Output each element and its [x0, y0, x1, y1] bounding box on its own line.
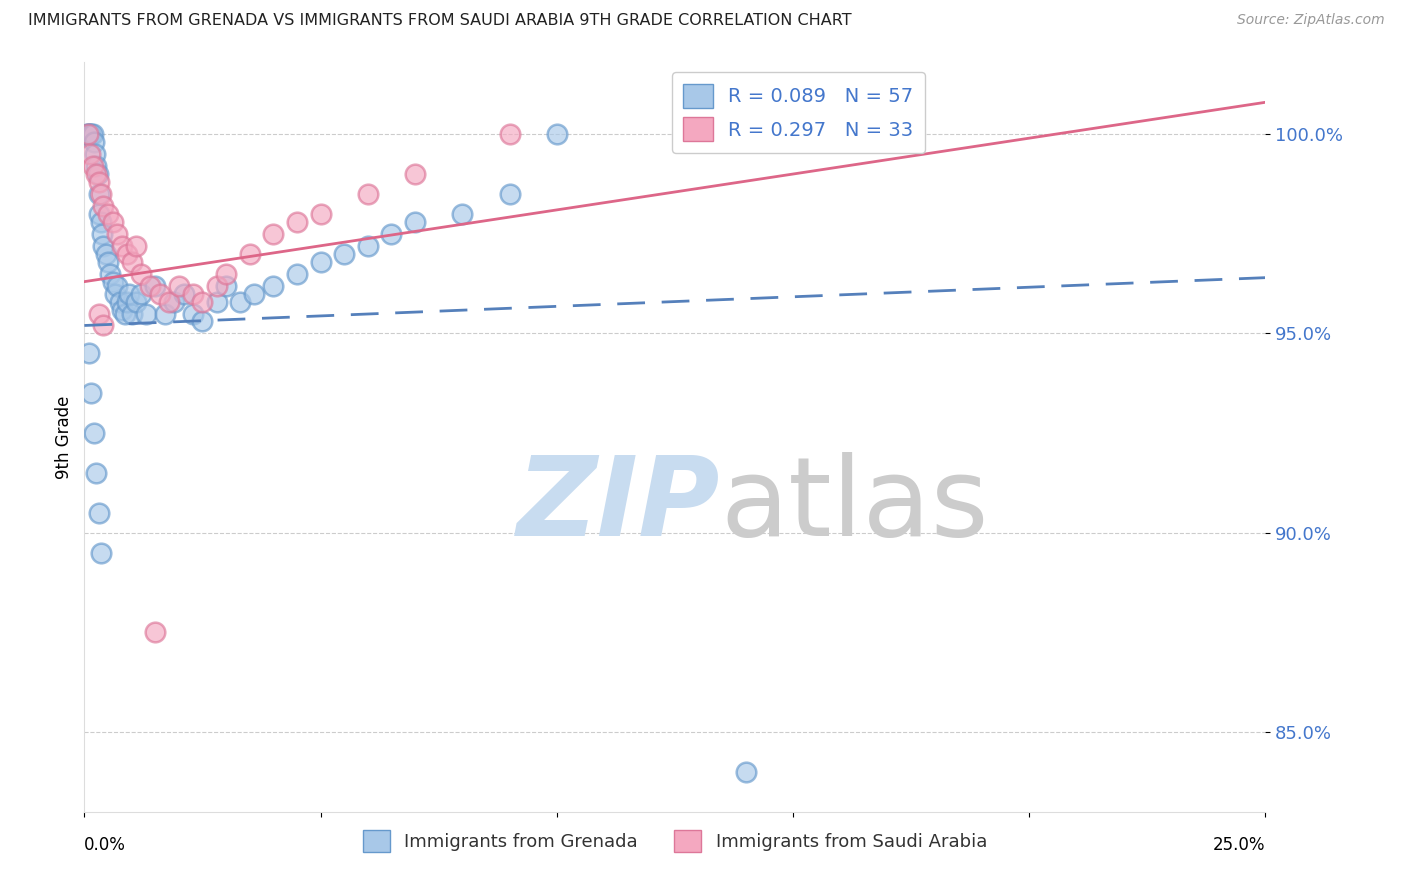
Point — [498, 127, 520, 141]
Point — [191, 314, 214, 328]
Point — [87, 306, 110, 320]
Point — [125, 294, 148, 309]
Point — [79, 127, 101, 141]
Point — [90, 546, 112, 560]
Point — [309, 254, 332, 268]
Point — [121, 306, 143, 320]
Point — [91, 227, 114, 241]
Point — [91, 239, 114, 253]
Point — [143, 625, 166, 640]
Point — [239, 246, 262, 260]
Point — [115, 294, 138, 309]
Point — [380, 227, 402, 241]
Point — [262, 227, 284, 241]
Point — [77, 346, 100, 360]
Text: IMMIGRANTS FROM GRENADA VS IMMIGRANTS FROM SAUDI ARABIA 9TH GRADE CORRELATION CH: IMMIGRANTS FROM GRENADA VS IMMIGRANTS FR… — [28, 13, 852, 29]
Point — [101, 275, 124, 289]
Point — [77, 127, 100, 141]
Point — [98, 267, 121, 281]
Point — [90, 186, 112, 201]
Point — [121, 254, 143, 268]
Text: 0.0%: 0.0% — [84, 836, 127, 854]
Point — [77, 127, 100, 141]
Point — [139, 278, 162, 293]
Text: Source: ZipAtlas.com: Source: ZipAtlas.com — [1237, 13, 1385, 28]
Point — [104, 286, 127, 301]
Point — [229, 294, 252, 309]
Point — [77, 127, 100, 141]
Point — [163, 294, 186, 309]
Point — [94, 246, 117, 260]
Point — [83, 147, 105, 161]
Point — [83, 426, 105, 441]
Point — [84, 167, 107, 181]
Point — [173, 286, 195, 301]
Point — [111, 239, 134, 253]
Point — [191, 294, 214, 309]
Point — [309, 207, 332, 221]
Point — [285, 215, 308, 229]
Point — [125, 239, 148, 253]
Point — [205, 294, 228, 309]
Point — [107, 227, 129, 241]
Point — [205, 278, 228, 293]
Point — [108, 294, 131, 309]
Point — [181, 306, 204, 320]
Legend: Immigrants from Grenada, Immigrants from Saudi Arabia: Immigrants from Grenada, Immigrants from… — [356, 822, 994, 859]
Point — [135, 306, 157, 320]
Point — [90, 215, 112, 229]
Point — [357, 239, 380, 253]
Point — [89, 207, 111, 221]
Text: atlas: atlas — [720, 452, 988, 559]
Point — [143, 278, 166, 293]
Point — [79, 147, 101, 161]
Point — [87, 175, 110, 189]
Point — [451, 207, 474, 221]
Point — [82, 159, 104, 173]
Point — [734, 764, 756, 779]
Point — [114, 306, 136, 320]
Point — [262, 278, 284, 293]
Point — [357, 186, 380, 201]
Point — [129, 267, 152, 281]
Point — [86, 167, 108, 181]
Point — [167, 278, 190, 293]
Point — [149, 286, 172, 301]
Point — [111, 302, 134, 317]
Point — [84, 466, 107, 480]
Text: ZIP: ZIP — [517, 452, 720, 559]
Point — [91, 318, 114, 333]
Point — [107, 278, 129, 293]
Point — [115, 246, 138, 260]
Point — [153, 306, 176, 320]
Point — [118, 286, 141, 301]
Point — [87, 186, 110, 201]
Point — [181, 286, 204, 301]
Text: 25.0%: 25.0% — [1213, 836, 1265, 854]
Point — [83, 135, 105, 149]
Point — [91, 199, 114, 213]
Point — [243, 286, 266, 301]
Point — [82, 127, 104, 141]
Point — [546, 127, 568, 141]
Point — [285, 267, 308, 281]
Point — [97, 207, 120, 221]
Point — [80, 127, 103, 141]
Point — [101, 215, 124, 229]
Point — [215, 278, 238, 293]
Point — [157, 294, 180, 309]
Point — [129, 286, 152, 301]
Point — [498, 186, 520, 201]
Point — [87, 506, 110, 520]
Point — [84, 159, 107, 173]
Y-axis label: 9th Grade: 9th Grade — [55, 395, 73, 479]
Point — [215, 267, 238, 281]
Point — [333, 246, 356, 260]
Point — [76, 127, 98, 141]
Point — [80, 386, 103, 401]
Point — [404, 167, 426, 181]
Point — [97, 254, 120, 268]
Point — [404, 215, 426, 229]
